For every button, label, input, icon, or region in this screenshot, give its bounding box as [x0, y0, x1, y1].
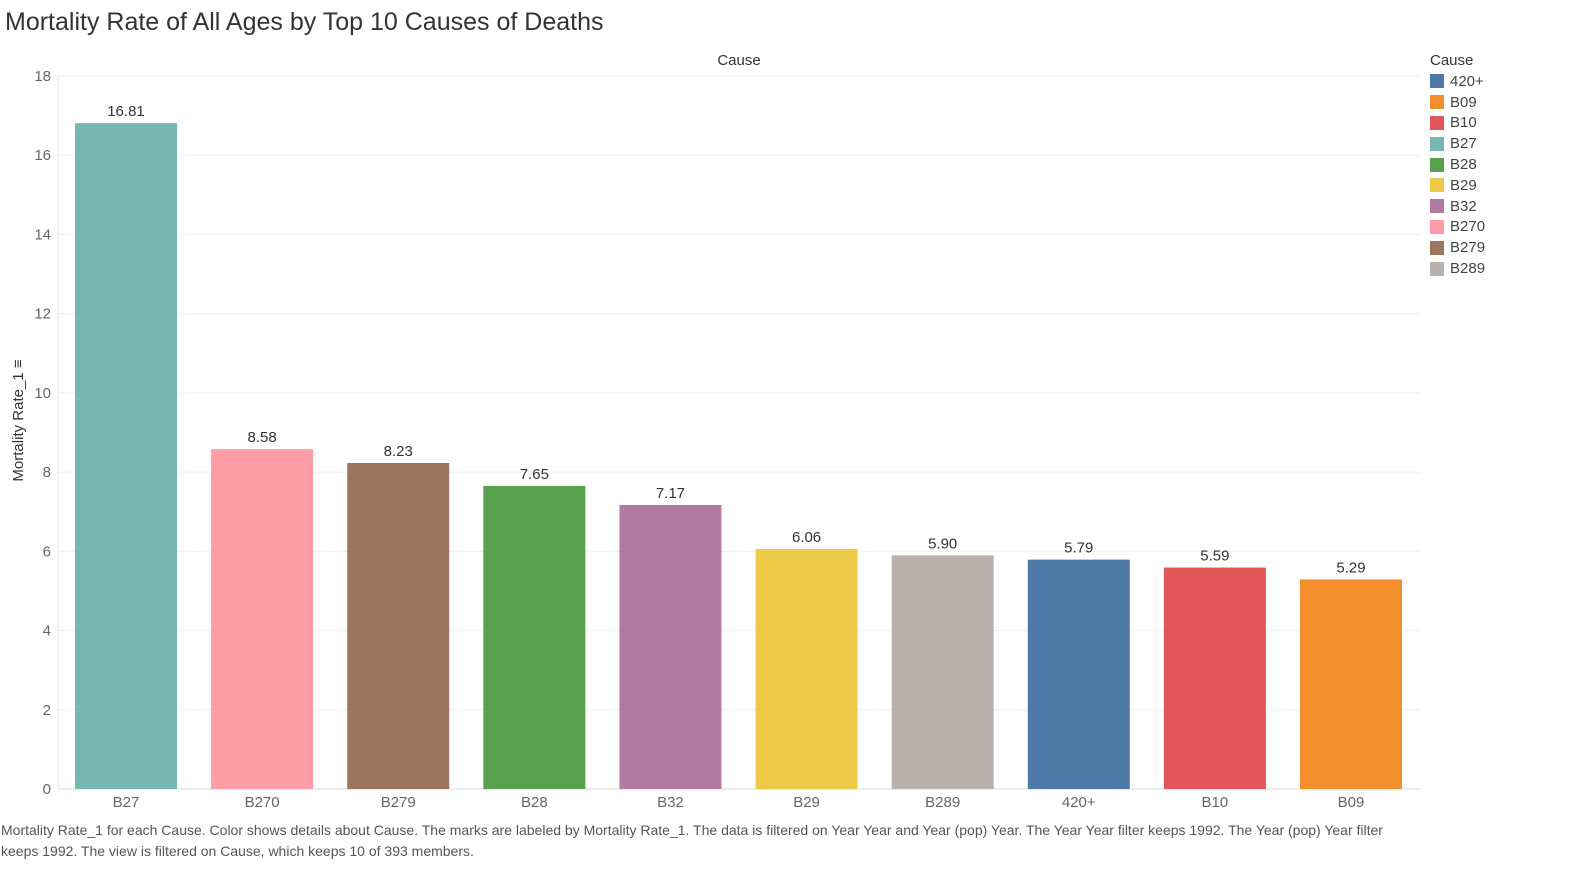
legend-item[interactable]: B289: [1430, 258, 1485, 279]
legend-label: B29: [1450, 176, 1477, 194]
y-tick-label: 12: [34, 306, 51, 323]
legend-label: B10: [1450, 114, 1477, 132]
legend-item[interactable]: B09: [1430, 92, 1485, 113]
legend-swatch: [1430, 240, 1444, 255]
data-label: 7.17: [656, 485, 685, 502]
legend-item[interactable]: B270: [1430, 217, 1485, 238]
x-tick-label: B27: [113, 794, 140, 811]
bar-b29: [755, 548, 858, 789]
x-tick-label: B29: [793, 794, 820, 811]
chart-area: Cause 0 2 4 6 8 10 12 14 16 18 Mortality Rate_1 ≡ 1…: [10, 52, 1420, 811]
legend-swatch: [1430, 178, 1444, 193]
x-tick-label: B28: [521, 794, 548, 811]
legend-item[interactable]: B27: [1430, 133, 1485, 154]
legend-item[interactable]: B32: [1430, 196, 1485, 217]
x-tick-label: B270: [245, 794, 280, 811]
legend-label: B270: [1450, 218, 1486, 236]
data-label: 8.23: [384, 443, 413, 460]
bar-b27: [75, 123, 177, 790]
bar-b289: [891, 555, 994, 789]
x-tick-label: B09: [1338, 794, 1365, 811]
y-tick-label: 0: [43, 781, 51, 798]
bar-b09: [1300, 579, 1402, 789]
legend-label: B279: [1450, 239, 1486, 257]
data-label: 8.58: [248, 429, 277, 446]
x-tick-label: B279: [381, 794, 416, 811]
bar-b28: [483, 485, 586, 789]
legend-label: 420+: [1450, 72, 1484, 90]
data-label: 7.65: [520, 466, 549, 483]
legend-label: B289: [1450, 260, 1486, 278]
legend-label: B09: [1450, 93, 1477, 111]
legend-swatch: [1430, 261, 1444, 276]
y-tick-label: 10: [34, 385, 51, 402]
x-tick-label: B289: [925, 794, 960, 811]
data-label: 5.90: [928, 535, 957, 552]
y-tick-label: 6: [43, 543, 51, 560]
chart-title: Mortality Rate of All Ages by Top 10 Cau…: [5, 8, 604, 36]
chart-caption: Mortality Rate_1 for each Cause. Color s…: [1, 822, 1383, 859]
data-label: 5.59: [1200, 548, 1229, 565]
column-header: Cause: [717, 52, 760, 69]
x-tick-label: 420+: [1062, 794, 1096, 811]
legend-item[interactable]: B28: [1430, 154, 1485, 175]
legend-swatch: [1430, 115, 1444, 130]
y-tick-label: 16: [34, 147, 51, 164]
bar-b10: [1163, 567, 1266, 789]
legend-swatch: [1430, 219, 1444, 234]
legend-label: B27: [1450, 135, 1477, 153]
bar-b270: [211, 449, 314, 789]
data-label: 16.81: [107, 103, 145, 120]
legend-label: B32: [1450, 197, 1477, 215]
legend-swatch: [1430, 199, 1444, 214]
bar-b32: [619, 504, 722, 789]
y-axis-title: Mortality Rate_1 ≡: [10, 359, 27, 481]
y-tick-label: 8: [43, 464, 51, 481]
legend-swatch: [1430, 136, 1444, 151]
legend-swatch: [1430, 74, 1444, 89]
legend-item[interactable]: B29: [1430, 175, 1485, 196]
legend-item[interactable]: 420+: [1430, 71, 1485, 92]
x-tick-label: B10: [1202, 794, 1229, 811]
legend-title: Cause: [1430, 52, 1474, 69]
bar-b279: [347, 463, 450, 789]
bar-420: [1027, 559, 1130, 789]
y-tick-label: 4: [43, 623, 51, 640]
x-tick-label: B32: [657, 794, 684, 811]
legend-swatch: [1430, 157, 1444, 172]
legend: Cause 420+ B09 B10 B27 B28 B29 B32 B270 B279 B289: [1430, 52, 1485, 279]
y-tick-label: 2: [43, 702, 51, 719]
legend-label: B28: [1450, 156, 1477, 174]
legend-item[interactable]: B279: [1430, 237, 1485, 258]
legend-item[interactable]: B10: [1430, 113, 1485, 134]
data-label: 5.29: [1336, 559, 1365, 576]
data-label: 6.06: [792, 529, 821, 546]
y-tick-label: 14: [34, 226, 51, 243]
y-tick-label: 18: [34, 68, 51, 85]
data-label: 5.79: [1064, 540, 1093, 557]
legend-swatch: [1430, 95, 1444, 110]
